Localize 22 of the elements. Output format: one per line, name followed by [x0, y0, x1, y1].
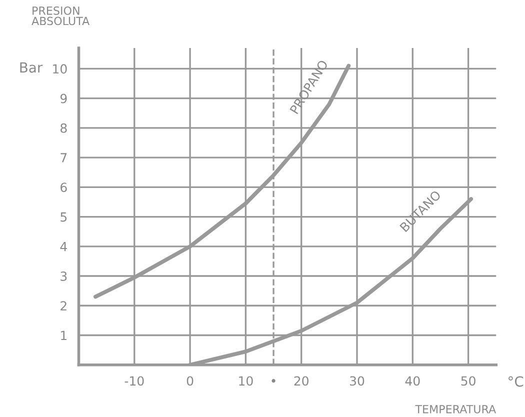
x-tick-label: 50	[461, 376, 476, 386]
x-tick-label: -10	[124, 376, 144, 386]
x-tick-label: 40	[405, 376, 420, 386]
y-tick-label: 5	[60, 212, 67, 222]
x-tick-label: 10	[239, 376, 253, 386]
x-tick-label: 20	[294, 376, 308, 386]
x-tick-label: 30	[350, 376, 364, 386]
y-tick-label: 8	[60, 123, 67, 133]
y-tick-label: 9	[60, 94, 67, 104]
y-tick-label: 6	[60, 182, 67, 192]
y-tick-label: 1	[61, 330, 66, 340]
y-tick-label: 10	[53, 64, 67, 74]
y-tick-label: 2	[60, 301, 66, 310]
x-axis-title: TEMPERATURA	[415, 405, 496, 414]
text: Bar	[20, 62, 43, 73]
y-tick-label: 4	[60, 242, 67, 252]
x-tick-label: 0	[186, 376, 194, 386]
x-tick-label: •	[272, 379, 276, 383]
y-axis-title: PRESION ABSOLUTA	[32, 6, 90, 26]
y-tick-label: 3	[60, 271, 67, 281]
y-tick-label: 7	[60, 153, 67, 162]
text: °C	[508, 376, 524, 387]
